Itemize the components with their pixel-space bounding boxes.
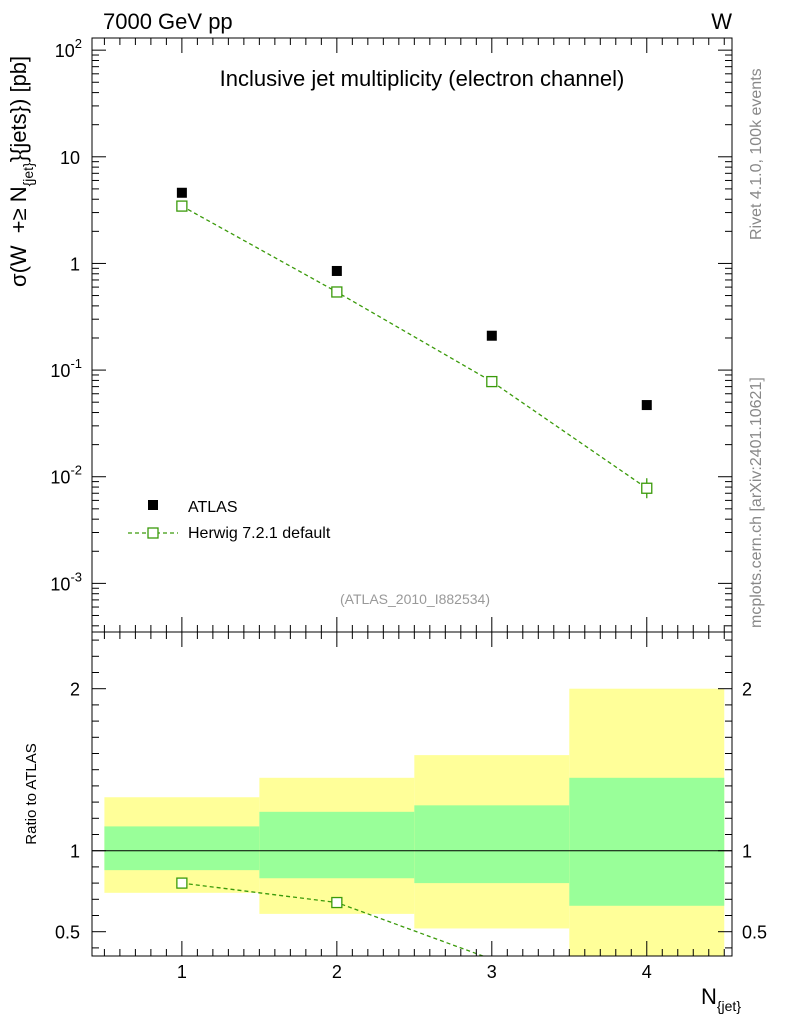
main-y-tick-label: 10-2: [50, 463, 82, 488]
ratio-inner-band: [259, 811, 415, 879]
legend-label-atlas: ATLAS: [188, 499, 238, 516]
main-y-tick-label: 1: [70, 254, 80, 274]
ratio-series: [176, 877, 485, 956]
ylabel-part-sigma: σ(W: [6, 245, 31, 287]
main-y-tick-label: 10: [60, 148, 80, 168]
x-tick-label: 2: [332, 962, 342, 982]
x-tick-label: 1: [177, 962, 187, 982]
legend-marker-atlas: [148, 500, 158, 510]
atlas-point: [641, 400, 652, 411]
herwig-point: [176, 200, 188, 212]
legend-marker-herwig: [147, 527, 159, 539]
tick-base: 10: [60, 148, 80, 168]
ratio-inner-band: [569, 777, 725, 906]
ratio-herwig-line: [181, 882, 485, 956]
ratio-y-tick-label-right: 2: [742, 680, 752, 700]
atlas-point: [331, 265, 342, 276]
x-tick-label: 4: [642, 962, 652, 982]
main-series: [176, 187, 653, 499]
ratio-herwig-group: [176, 877, 485, 956]
main-axis-ticks: [92, 38, 732, 632]
ratio-panel: 0.5 0.5 1 1 2 2 1 2 3 4 Ratio to ATLAS N{jet}: [23, 631, 767, 1014]
ratio-frame: [91, 631, 733, 957]
tick-exponent: -2: [70, 463, 82, 478]
mcplots-label: mcplots.cern.ch [arXiv:2401.10621]: [748, 377, 765, 628]
tick-base: 10: [55, 41, 75, 61]
ratio-inner-band: [104, 826, 260, 871]
ratio-tick-labels: 0.5 0.5 1 1 2 2 1 2 3 4: [55, 680, 767, 982]
xlabel-sub: {jet}: [717, 998, 741, 1014]
ratio-y-tick-label-right: 0.5: [742, 923, 767, 943]
legend: ATLAS Herwig 7.2.1 default: [128, 499, 331, 542]
ylabel-part-tail: }{jets}) [pb]: [6, 56, 31, 162]
atlas-point: [176, 187, 187, 198]
xlabel-main: N: [701, 984, 717, 1009]
ratio-y-tick-label-left: 2: [70, 680, 80, 700]
rivet-version-label: Rivet 4.1.0, 100k events: [748, 68, 765, 240]
herwig-point: [641, 482, 653, 494]
tick-exponent: -3: [70, 569, 82, 584]
analysis-id-annotation: (ATLAS_2010_I882534): [340, 591, 490, 607]
ratio-y-tick-label-left: 1: [70, 842, 80, 862]
tick-exponent: -1: [70, 356, 82, 371]
main-y-tick-label: 10-1: [50, 356, 82, 381]
ratio-uncertainty-bands: [104, 688, 725, 956]
x-axis-label: N{jet}: [701, 984, 741, 1014]
tick-base: 1: [70, 254, 80, 274]
ratio-inner-band: [414, 805, 570, 884]
main-y-tick-label: 102: [55, 36, 82, 61]
ratio-y-tick-label-right: 1: [742, 842, 752, 862]
herwig-point: [331, 286, 343, 298]
tick-base: 10: [50, 468, 70, 488]
header-energy-label: 7000 GeV pp: [103, 9, 233, 34]
tick-exponent: 2: [75, 36, 82, 51]
ratio-y-axis-label: Ratio to ATLAS: [23, 743, 40, 844]
main-y-axis-label: σ(W +≥ N{jet}}{jets}) [pb]: [6, 56, 36, 287]
herwig-point: [486, 375, 498, 388]
ratio-herwig-point: [331, 896, 343, 909]
x-tick-label: 3: [487, 962, 497, 982]
atlas-point: [486, 330, 497, 341]
main-frame: [91, 37, 733, 633]
tick-base: 10: [50, 574, 70, 594]
ratio-y-tick-label-left: 0.5: [55, 923, 80, 943]
ylabel-part-ge: +≥ N: [6, 186, 31, 233]
legend-label-herwig: Herwig 7.2.1 default: [188, 525, 331, 542]
herwig-line: [181, 205, 648, 489]
ratio-axis-ticks: [92, 632, 732, 956]
main-y-tick-label: 10-3: [50, 569, 82, 594]
svg-text:σ(W+≥ N{jet}}{jets}) [pb]: σ(W +≥ N{jet}}{jets}) [pb]: [6, 56, 36, 287]
tick-base: 10: [50, 361, 70, 381]
ylabel-part-sub: {jet}: [20, 162, 36, 186]
ratio-herwig-point: [176, 877, 188, 889]
chart-title: Inclusive jet multiplicity (electron cha…: [220, 66, 625, 91]
header-process-label: W: [711, 9, 732, 34]
